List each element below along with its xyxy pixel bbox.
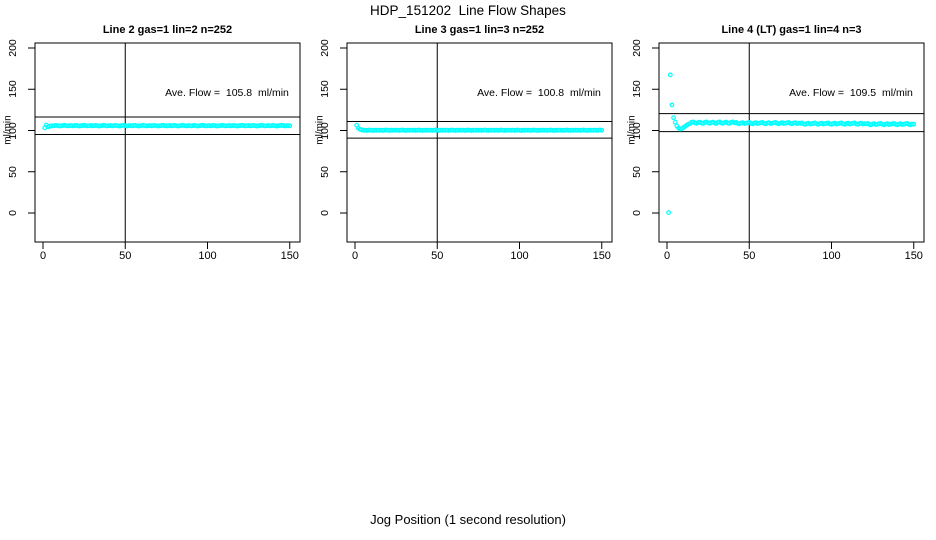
y-axis-title: ml/min <box>626 115 638 145</box>
y-tick-label: 50 <box>7 165 19 178</box>
x-axis-label: Jog Position (1 second resolution) <box>370 512 566 527</box>
y-tick-label: 0 <box>631 210 643 216</box>
y-tick-label: 50 <box>319 165 331 178</box>
ave-flow-annotation: Ave. Flow = 109.5 ml/min <box>789 87 913 99</box>
data-point <box>672 119 678 125</box>
figure-title: HDP_151202 Line Flow Shapes <box>370 3 566 18</box>
plot-box <box>346 42 613 243</box>
y-tick-label: 150 <box>631 80 643 99</box>
y-tick-label: 200 <box>631 39 643 57</box>
y-tick-label: 0 <box>319 210 331 216</box>
panel-2-plot-area <box>340 42 613 249</box>
x-tick-label: 100 <box>822 250 841 262</box>
y-axis-title: ml/min <box>314 115 326 145</box>
data-point <box>599 127 605 133</box>
x-tick-label: 150 <box>280 250 299 262</box>
panel-3-title: Line 4 (LT) gas=1 lin=4 n=3 <box>721 24 862 36</box>
data-point <box>911 121 917 127</box>
y-tick-label: 150 <box>319 80 331 99</box>
panel-1-title: Line 2 gas=1 lin=2 n=252 <box>102 24 233 36</box>
x-tick-label: 100 <box>198 250 217 262</box>
panel-2-title: Line 3 gas=1 lin=3 n=252 <box>414 24 545 36</box>
plot-box <box>34 42 301 243</box>
y-tick-label: 200 <box>7 39 19 57</box>
panel-3-plot-area <box>652 42 925 249</box>
x-tick-label: 50 <box>431 250 444 262</box>
x-tick-label: 150 <box>904 250 923 262</box>
y-tick-label: 0 <box>7 210 19 216</box>
y-tick-label: 150 <box>7 80 19 99</box>
data-point <box>666 210 672 215</box>
x-tick-label: 0 <box>39 250 47 262</box>
data-point <box>669 102 675 108</box>
x-tick-label: 50 <box>119 250 132 262</box>
data-point <box>671 115 676 121</box>
data-point <box>287 123 293 129</box>
x-tick-label: 50 <box>743 250 756 262</box>
x-tick-label: 0 <box>663 250 671 262</box>
data-point <box>667 72 673 78</box>
panel-1-plot-area <box>28 42 301 249</box>
x-tick-label: 100 <box>510 250 529 262</box>
y-tick-label: 50 <box>631 165 643 178</box>
x-tick-label: 0 <box>351 250 359 262</box>
ave-flow-annotation: Ave. Flow = 105.8 ml/min <box>165 87 289 99</box>
y-tick-label: 200 <box>319 39 331 57</box>
y-axis-title: ml/min <box>2 115 14 145</box>
plot-box <box>658 42 925 243</box>
x-tick-label: 150 <box>592 250 611 262</box>
ave-flow-annotation: Ave. Flow = 100.8 ml/min <box>477 87 601 99</box>
